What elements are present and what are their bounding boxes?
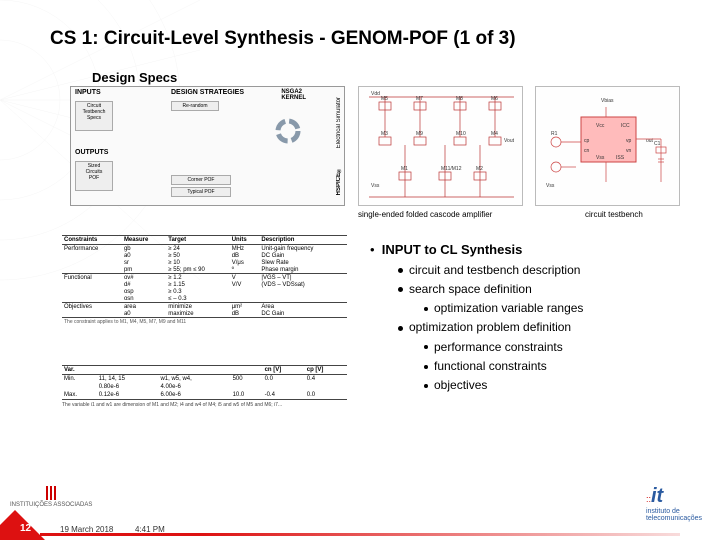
footer: 12 19 March 2018 4:41 PM — [0, 510, 720, 540]
circuit-schematic: M5 M7 M8 M6 M3 M9 M10 M4 M1 M11/M12 M2 Vout Vss Vd… — [358, 86, 523, 206]
svg-text:Vss: Vss — [546, 183, 555, 189]
footer-date: 19 March 2018 — [60, 525, 113, 534]
svg-text:Vss: Vss — [371, 183, 380, 189]
cycle-icon — [274, 117, 302, 145]
svg-text:Vcc: Vcc — [596, 123, 605, 129]
svg-text:ICC: ICC — [621, 123, 630, 129]
svg-text:M2: M2 — [476, 166, 483, 172]
page-number: 12 — [20, 523, 31, 534]
specifications-table: ConstraintsMeasureTargetUnitsDescription… — [62, 235, 347, 325]
logo-left: INSTITUIÇÕES ASSOCIADAS — [10, 486, 92, 508]
svg-text:M10: M10 — [456, 131, 466, 137]
svg-text:Vbias: Vbias — [601, 98, 614, 104]
flow-nsga-label: NSGA2 KERNEL — [281, 89, 306, 101]
footer-time: 4:41 PM — [135, 525, 165, 534]
svg-text:M5: M5 — [381, 96, 388, 102]
testbench-schematic: VccICC cpcn vpvn VssISS out R1 C1 Vss Vb… — [535, 86, 680, 206]
flow-design-strategies-label: DESIGN STRATEGIES — [171, 89, 244, 96]
svg-text:M7: M7 — [416, 96, 423, 102]
flow-simulator-label: Electrical Simulator — [336, 97, 342, 148]
svg-text:M11/M12: M11/M12 — [441, 166, 462, 172]
svg-text:Vss: Vss — [596, 155, 605, 161]
flowchart-diagram: INPUTS DESIGN STRATEGIES NSGA2 KERNEL OU… — [70, 86, 345, 206]
svg-text:Vdd: Vdd — [371, 91, 380, 97]
svg-text:M8: M8 — [456, 96, 463, 102]
svg-text:M3: M3 — [381, 131, 388, 137]
svg-text:cp: cp — [584, 138, 590, 144]
svg-text:M9: M9 — [416, 131, 423, 137]
design-specs-label: Design Specs — [92, 70, 177, 85]
variables-table: Var.cn [V]cp [V]Min.11, 14, 15w1, w5, w4… — [62, 365, 347, 408]
svg-text:M6: M6 — [491, 96, 498, 102]
svg-text:C1: C1 — [654, 141, 661, 147]
svg-text:cn: cn — [584, 148, 590, 154]
svg-text:ISS: ISS — [616, 155, 625, 161]
flow-block-specs: Circuit Testbench Specs — [75, 101, 113, 131]
svg-text:M1: M1 — [401, 166, 408, 172]
flow-block-typical: Typical POF — [171, 187, 231, 197]
svg-text:M4: M4 — [491, 131, 498, 137]
svg-text:R1: R1 — [551, 131, 558, 137]
flow-block-corner: Corner POF — [171, 175, 231, 185]
svg-text:vn: vn — [626, 148, 632, 154]
slide-title: CS 1: Circuit-Level Synthesis - GENOM-PO… — [50, 28, 516, 50]
svg-text:vp: vp — [626, 138, 632, 144]
svg-text:Vout: Vout — [504, 138, 515, 144]
circuit-caption: single-ended folded cascode amplifier — [358, 210, 492, 219]
flow-inputs-label: INPUTS — [75, 89, 101, 96]
bullet-list: • INPUT to CL Synthesis circuit and test… — [370, 240, 583, 395]
flow-hspice-label: HSPICE® — [336, 167, 342, 195]
flow-block-random: Re-random — [171, 101, 219, 111]
flow-outputs-label: OUTPUTS — [75, 149, 108, 156]
bullet-heading: INPUT to CL Synthesis — [382, 242, 523, 257]
var-table-note: The variable i1 and w1 are dimension of … — [62, 402, 347, 408]
flow-block-sized: Sized Circuits POF — [75, 161, 113, 191]
testbench-caption: circuit testbench — [585, 210, 643, 219]
